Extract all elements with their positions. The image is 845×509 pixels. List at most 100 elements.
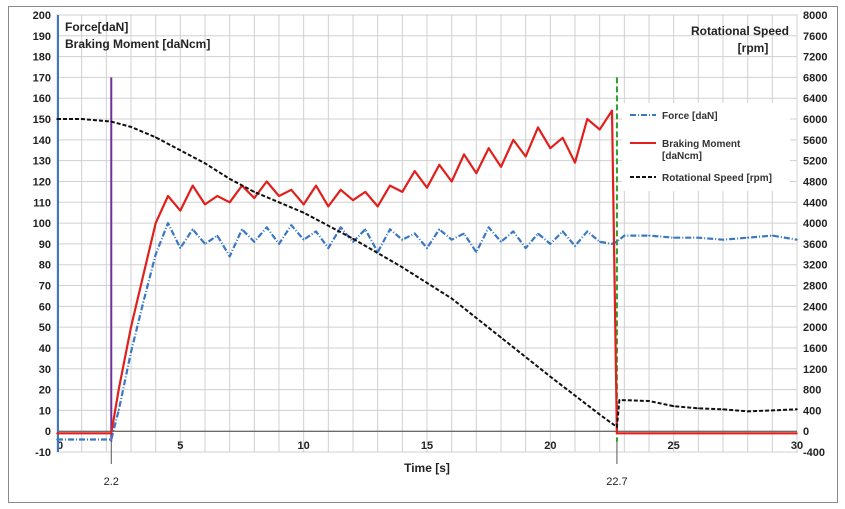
data-point <box>389 184 391 187</box>
y-right-tick-label: 1600 <box>803 343 827 355</box>
data-point <box>487 147 490 149</box>
data-point <box>130 326 132 328</box>
data-point <box>315 230 317 233</box>
y-left-tick-label: 10 <box>39 405 51 417</box>
y-left-tick-label: 0 <box>45 426 51 438</box>
vertical-marker-label: 22.7 <box>606 476 627 488</box>
data-point <box>154 222 157 224</box>
x-tick-label: 30 <box>791 440 803 452</box>
y-left-tick-label: 140 <box>33 135 51 147</box>
y-left-tick-label: 60 <box>39 301 51 313</box>
y-right-tick-label: 2800 <box>803 281 827 293</box>
y-left-tick-label: 40 <box>39 343 51 355</box>
legend-label: Rotational Speed [rpm] <box>662 173 772 184</box>
data-point <box>586 118 589 120</box>
y-left-tick-label: 130 <box>33 156 51 168</box>
data-point <box>722 238 724 241</box>
data-point <box>598 241 601 243</box>
vertical-marker-label: 2.2 <box>104 476 119 488</box>
data-point <box>537 232 539 235</box>
y-right-tick-label: 5200 <box>803 156 827 168</box>
y-right-tick-label: 4000 <box>803 218 827 230</box>
data-point <box>697 236 700 239</box>
data-point <box>142 274 145 276</box>
data-point <box>771 234 774 237</box>
data-point <box>586 230 589 233</box>
data-point <box>191 184 194 187</box>
y-right-tick-label: 3200 <box>803 260 827 272</box>
data-point <box>278 201 280 204</box>
data-point <box>204 203 206 206</box>
series-line <box>57 118 798 428</box>
data-point <box>611 109 613 112</box>
data-point <box>302 238 305 241</box>
y-left-tick-label: 170 <box>33 72 51 84</box>
data-point <box>130 351 132 353</box>
data-point <box>56 432 58 435</box>
data-point <box>561 230 564 233</box>
y-right-tick-label: 7600 <box>803 31 827 43</box>
y-left-tick-label: 120 <box>33 176 51 188</box>
data-point <box>154 136 157 139</box>
y-right-tick-label: 800 <box>803 385 821 397</box>
data-point <box>438 228 441 231</box>
data-point <box>253 241 256 243</box>
legend-label: Force [daN] <box>662 111 718 122</box>
data-point <box>574 245 576 247</box>
data-point <box>618 399 621 401</box>
data-point <box>746 236 749 239</box>
series-line <box>57 109 797 435</box>
x-tick-label: 10 <box>298 440 310 452</box>
data-point <box>475 172 478 174</box>
data-point <box>537 126 539 129</box>
data-point <box>796 238 798 241</box>
data-point <box>179 247 182 249</box>
data-point <box>327 247 330 249</box>
data-point <box>352 199 354 202</box>
x-axis-title: Time [s] <box>404 461 450 475</box>
data-point <box>204 162 206 165</box>
data-point <box>228 201 231 204</box>
data-point <box>327 205 330 208</box>
data-point <box>438 164 441 166</box>
x-tick-label: 5 <box>177 440 183 452</box>
data-point <box>672 405 675 408</box>
x-tick-label: 15 <box>421 440 433 452</box>
data-point <box>524 155 527 158</box>
x-tick-label: 25 <box>668 440 680 452</box>
data-point <box>722 408 724 411</box>
y-left-axis-title: Force[daN] <box>65 20 128 34</box>
data-point <box>154 253 157 256</box>
y-right-tick-label: 2000 <box>803 322 827 334</box>
data-point <box>265 226 268 229</box>
data-point <box>167 222 169 224</box>
data-point <box>278 243 280 245</box>
data-point <box>413 170 416 172</box>
data-point <box>623 432 626 435</box>
y-right-axis-title: [rpm] <box>738 41 769 55</box>
data-point <box>253 191 256 193</box>
y-right-tick-label: 6800 <box>803 72 827 84</box>
y-left-tick-label: 190 <box>33 31 51 43</box>
data-point <box>672 236 675 239</box>
data-point <box>117 409 120 412</box>
data-point <box>110 432 113 435</box>
data-point <box>450 180 453 183</box>
y-left-tick-label: 100 <box>33 218 51 230</box>
y-right-tick-label: 4800 <box>803 176 827 188</box>
data-point <box>413 232 416 235</box>
data-point <box>598 413 601 416</box>
y-right-tick-label: -400 <box>803 447 825 459</box>
y-right-tick-label: 5600 <box>803 135 827 147</box>
y-left-tick-label: -10 <box>35 447 51 459</box>
y-left-tick-label: 90 <box>39 239 51 251</box>
x-tick-label: 20 <box>544 440 556 452</box>
data-point <box>265 180 268 183</box>
data-point <box>549 147 552 149</box>
data-point <box>401 266 404 269</box>
y-right-tick-label: 400 <box>803 405 821 417</box>
data-point <box>302 211 305 214</box>
data-point <box>191 228 194 231</box>
legend-label: Braking Moment [daNcm] <box>662 139 741 162</box>
